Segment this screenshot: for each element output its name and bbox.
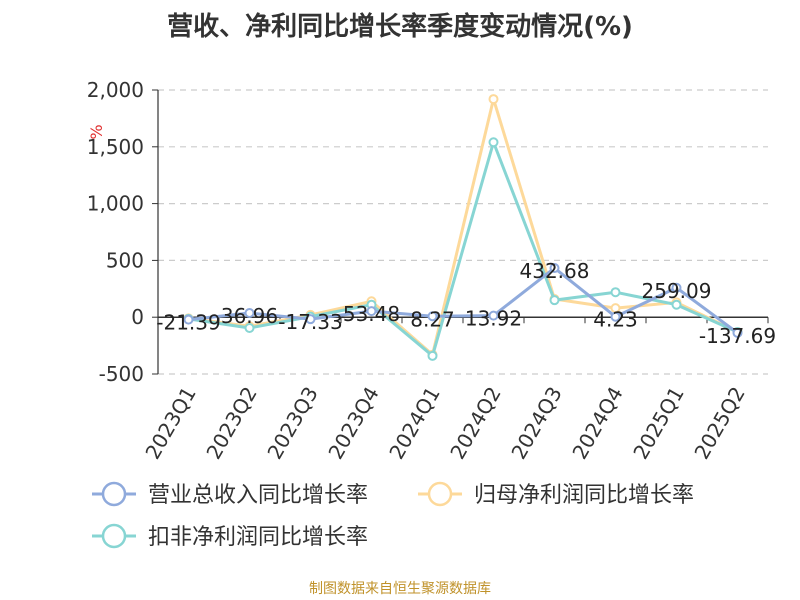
data-label: -137.69 [699,324,776,348]
data-label: 13.92 [465,307,522,331]
y-tick-label: 1,500 [87,135,144,159]
data-point [610,287,621,298]
data-point [610,311,621,322]
legend-label: 扣非净利润同比增长率 [148,525,368,550]
data-point [244,322,255,333]
data-point [183,314,194,325]
x-tick-label: 2023Q4 [323,383,383,464]
data-point [427,350,438,361]
series-line [188,266,739,335]
data-point [244,308,255,319]
data-label: 4.23 [593,308,638,332]
x-tick-label: 2024Q4 [567,383,627,464]
data-label: 432.68 [520,259,590,283]
x-tick-label: 2023Q3 [262,383,322,464]
x-tick-label: 2023Q2 [201,383,261,464]
legend-label: 营业总收入同比增长率 [148,483,368,508]
legend-marker [427,481,453,507]
data-point [549,295,560,306]
data-point [671,282,682,293]
x-tick-label: 2025Q2 [689,383,749,464]
data-point [671,299,682,310]
y-tick-label: 2,000 [87,78,144,102]
y-tick-label: -500 [99,362,144,386]
data-point [427,311,438,322]
legend-label: 归母净利润同比增长率 [474,483,694,508]
data-source: 制图数据来自恒生聚源数据库 [309,581,491,597]
data-label: -17.33 [278,310,342,334]
x-tick-label: 2024Q1 [384,383,444,464]
data-label: 8.27 [410,307,455,331]
data-point [549,263,560,274]
series-line [188,140,739,358]
data-point [366,306,377,317]
legend-marker [101,523,127,549]
x-tick-label: 2024Q3 [506,383,566,464]
data-label: 259.09 [642,279,712,303]
data-label: 36.96 [221,304,278,328]
data-label: 53.48 [343,302,400,326]
chart-title: 营收、净利同比增长率季度变动情况(%) [167,12,633,42]
data-point [732,327,743,338]
y-tick-label: 500 [106,248,144,272]
x-tick-label: 2024Q2 [445,383,505,464]
legend-marker [101,481,127,507]
data-point [488,94,499,105]
y-tick-label: 0 [131,305,144,329]
data-label: -21.39 [156,311,220,335]
data-point [305,314,316,325]
x-tick-label: 2025Q1 [628,383,688,464]
x-tick-label: 2023Q1 [140,383,200,464]
series-line [188,97,739,357]
data-point [488,137,499,148]
data-point [488,310,499,321]
y-unit-label: % [87,124,106,139]
y-tick-label: 1,000 [87,192,144,216]
